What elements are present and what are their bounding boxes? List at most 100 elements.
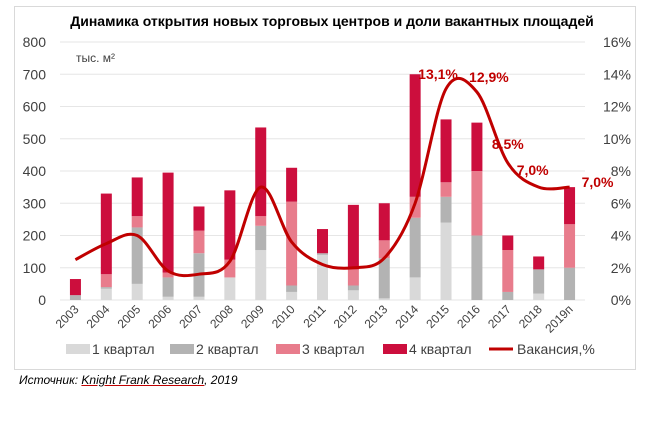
bar-segment-q3 (564, 224, 576, 268)
legend-swatch-q1 (66, 344, 90, 354)
y-left-tick-label: 200 (23, 228, 47, 244)
bar-segment-q1 (193, 296, 205, 300)
chart-title: Динамика открытия новых торговых центров… (70, 13, 593, 29)
y-left-tick-label: 800 (23, 34, 47, 50)
bar-segment-q1 (100, 288, 112, 300)
bar-segment-q2 (564, 267, 576, 300)
x-tick-label: 2009 (238, 302, 267, 331)
legend-label-q2: 2 квартал (196, 341, 259, 357)
y-left-tick-label: 600 (23, 99, 47, 115)
bar-segment-q3 (224, 259, 236, 278)
x-tick-label: 2014 (392, 302, 421, 331)
bar-segment-q1 (409, 277, 421, 300)
bar-segment-q2 (409, 217, 421, 278)
x-tick-label: 2018 (516, 302, 545, 331)
vacancy-data-label: 8,5% (492, 136, 524, 152)
x-tick-label: 2016 (454, 302, 483, 331)
y-left-tick-label: 300 (23, 195, 47, 211)
bar-segment-q1 (378, 298, 390, 300)
y-left-tick-label: 0 (38, 292, 46, 308)
source-suffix: , 2019 (204, 373, 238, 387)
vacancy-data-label: 7,0% (582, 174, 614, 190)
x-tick-label: 2004 (84, 302, 113, 331)
bar-segment-q4 (286, 167, 298, 202)
bar-segment-q1 (286, 291, 298, 300)
vacancy-data-label: 13,1% (418, 66, 458, 82)
x-tick-label: 2003 (53, 302, 82, 331)
x-tick-label: 2010 (269, 302, 298, 331)
y-right-tick-label: 4% (611, 228, 631, 244)
bar-segment-q3 (471, 171, 483, 236)
bar-segment-q4 (224, 190, 236, 260)
bar-segment-q4 (317, 229, 328, 254)
bar-segment-q4 (564, 187, 576, 225)
bar-segment-q3 (347, 269, 359, 286)
bar-segment-q2 (317, 253, 328, 255)
legend-swatch-q4 (383, 344, 407, 354)
vacancy-line-path (74, 76, 570, 278)
bars (69, 74, 576, 300)
legend-swatch-q3 (276, 344, 300, 354)
vacancy-data-label: 7,0% (517, 162, 549, 178)
x-tick-label: 2019п (542, 302, 575, 335)
legend-label-q1: 1 квартал (92, 341, 155, 357)
bar-segment-q4 (378, 203, 390, 241)
bar-segment-q3 (440, 182, 452, 197)
bar-segment-q4 (69, 279, 81, 296)
bar-segment-q2 (502, 291, 514, 300)
source-org: Knight Frank Research (81, 373, 205, 387)
vacancy-data-label: 12,9% (469, 69, 509, 85)
bar-segment-q4 (100, 193, 112, 275)
bar-segment-q3 (162, 272, 174, 278)
x-tick-label: 2008 (207, 302, 236, 331)
bar-segment-q4 (533, 256, 545, 270)
bar-segment-q1 (131, 283, 143, 300)
y-left-tick-label: 700 (23, 66, 47, 82)
bar-segment-q2 (440, 196, 452, 223)
bar-segment-q3 (255, 216, 267, 226)
bar-segment-q2 (131, 227, 143, 284)
legend-label-q3: 3 квартал (302, 341, 365, 357)
bar-segment-q1 (440, 222, 452, 300)
bar-segment-q4 (131, 177, 143, 217)
source-prefix: Источник: (19, 373, 82, 387)
bar-segment-q3 (502, 250, 514, 292)
x-tick-label: 2012 (331, 302, 360, 331)
y-left-tick-label: 100 (23, 260, 47, 276)
y-right-tick-label: 8% (611, 163, 631, 179)
bar-segment-q1 (162, 296, 174, 300)
bar-segment-q4 (193, 206, 205, 231)
bar-segment-q2 (255, 225, 267, 251)
y-right-tick-label: 2% (611, 260, 631, 276)
bar-segment-q3 (100, 274, 112, 288)
bar-segment-q2 (286, 285, 298, 292)
bar-segment-q2 (347, 285, 359, 291)
y-right-tick-label: 6% (611, 195, 631, 211)
bar-segment-q2 (69, 295, 81, 300)
x-tick-label: 2017 (485, 302, 514, 331)
x-tick-label: 2013 (362, 302, 391, 331)
y-right-tick-label: 10% (603, 131, 631, 147)
bar-segment-q1 (224, 277, 236, 300)
legend: 1 квартал 2 квартал 3 квартал 4 квартал Вака… (66, 341, 595, 357)
x-tick-label: 2006 (145, 302, 174, 331)
bar-segment-q4 (471, 122, 483, 171)
y-right-tick-label: 16% (603, 34, 631, 50)
bar-segment-q4 (502, 235, 514, 251)
bar-segment-q4 (255, 127, 267, 217)
y-right-tick-label: 0% (611, 292, 631, 308)
bar-segment-q2 (471, 235, 483, 300)
legend-label-q4: 4 квартал (409, 341, 472, 357)
bar-segment-q4 (440, 119, 452, 183)
x-tick-label: 2005 (115, 302, 144, 331)
bar-segment-q1 (317, 254, 328, 300)
y-left-tick-label: 400 (23, 163, 47, 179)
y-right-tick-label: 14% (603, 66, 631, 82)
x-tick-label: 2015 (423, 302, 452, 331)
bar-segment-q3 (378, 240, 390, 259)
legend-swatch-q2 (170, 344, 194, 354)
legend-label-vacancy: Вакансия,% (517, 341, 595, 357)
bar-segment-q1 (347, 290, 359, 300)
x-tick-label: 2007 (176, 302, 205, 331)
